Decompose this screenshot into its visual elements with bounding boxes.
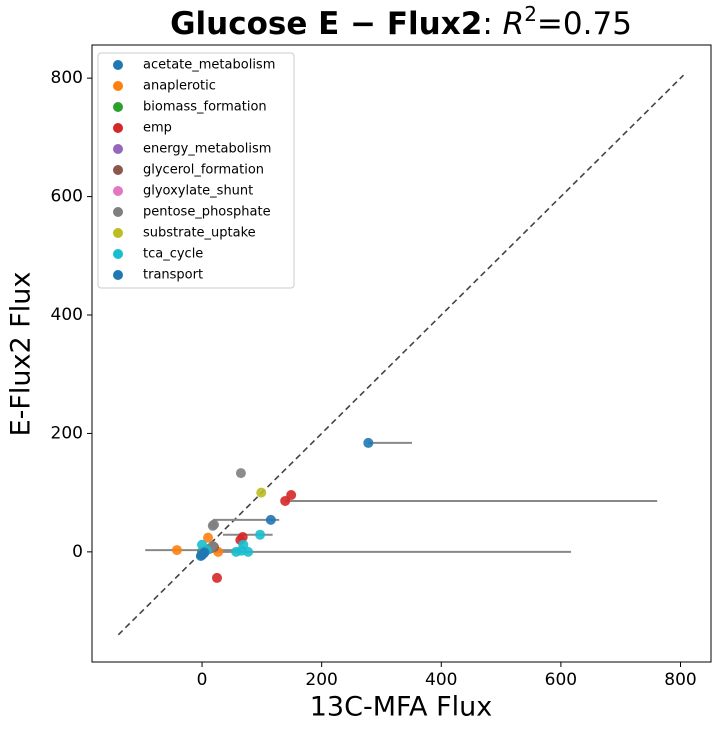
legend-label: biomass_formation: [143, 100, 267, 115]
legend-marker: [113, 144, 123, 154]
chart-title: Glucose E − Flux2: R2=0.75: [170, 2, 632, 42]
legend-marker: [113, 186, 123, 196]
point: [203, 532, 214, 543]
legend-label: pentose_phosphate: [143, 205, 271, 220]
legend-label: tca_cycle: [143, 247, 203, 262]
y-tick-label: 800: [51, 68, 83, 88]
point: [235, 468, 246, 479]
point: [171, 545, 182, 556]
x-axis-label: 13C-MFA Flux: [310, 692, 492, 723]
y-tick-label: 600: [51, 187, 83, 207]
y-tick-label: 200: [51, 423, 83, 443]
title-stat: R: [503, 6, 525, 42]
x-tick-label: 400: [425, 670, 457, 690]
y-tick-label: 0: [72, 542, 83, 562]
legend-label: anaplerotic: [143, 79, 216, 94]
legend-marker: [113, 165, 123, 175]
legend-marker: [113, 123, 123, 133]
legend-label: substrate_uptake: [143, 226, 256, 241]
point: [236, 545, 247, 556]
legend-marker: [113, 60, 123, 70]
point: [237, 532, 248, 543]
x-tick-label: 200: [305, 670, 337, 690]
point: [265, 514, 276, 525]
title-sep: :: [482, 6, 502, 42]
legend-label: glyoxylate_shunt: [143, 184, 253, 199]
point: [211, 572, 222, 583]
legend-marker: [113, 81, 123, 91]
point: [209, 519, 220, 530]
title-exponent: 2: [524, 2, 537, 26]
legend-label: emp: [143, 121, 172, 136]
point: [199, 547, 210, 558]
legend-label: glycerol_formation: [143, 163, 264, 178]
x-tick-label: 600: [545, 670, 577, 690]
title-value: =0.75: [537, 6, 632, 42]
point: [280, 495, 291, 506]
x-tick-label: 0: [197, 670, 208, 690]
legend-label: acetate_metabolism: [143, 58, 275, 73]
plot-area: [91, 44, 712, 663]
legend-marker: [113, 228, 123, 238]
legend-marker: [113, 207, 123, 217]
legend-marker: [113, 270, 123, 280]
legend-marker: [113, 102, 123, 112]
legend: acetate_metabolism anaplerotic biomass_for…: [97, 52, 295, 289]
legend-marker: [113, 249, 123, 259]
legend-label: energy_metabolism: [143, 142, 271, 157]
point: [363, 437, 374, 448]
point: [256, 487, 267, 498]
legend-box: [97, 52, 295, 289]
x-tick-label: 800: [664, 670, 696, 690]
title-main: Glucose E − Flux2: [170, 6, 482, 42]
legend-label: transport: [143, 268, 203, 283]
point: [255, 529, 266, 540]
y-axis-label: E-Flux2 Flux: [6, 272, 37, 437]
y-tick-label: 400: [51, 305, 83, 325]
